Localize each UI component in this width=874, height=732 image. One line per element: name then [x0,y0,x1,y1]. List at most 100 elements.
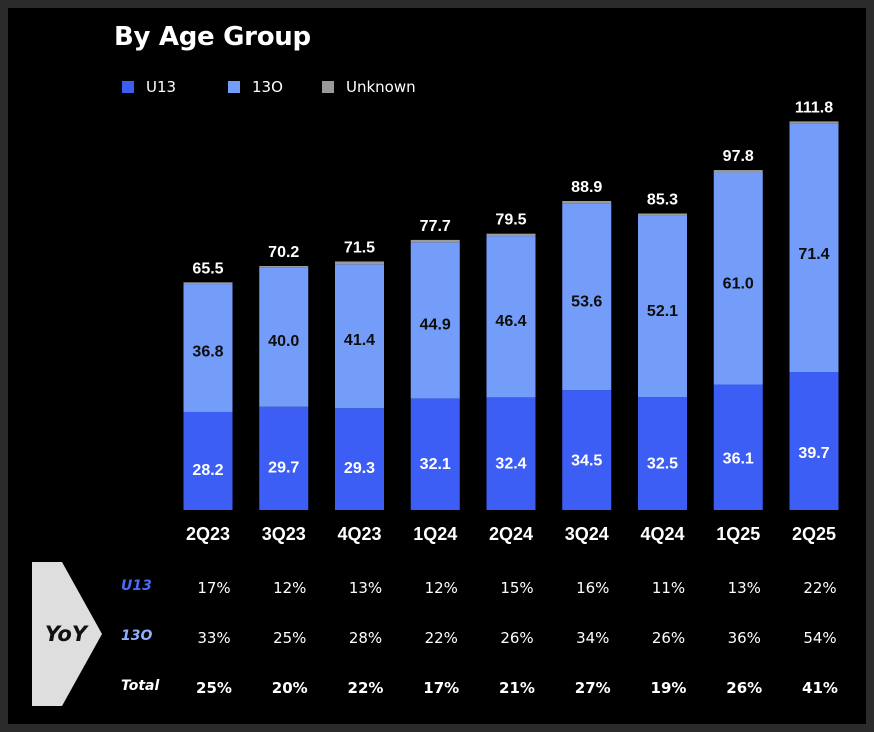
yoy-cell-u13-4Q24: 11% [651,579,686,597]
yoy-cell-13o-2Q25: 54% [803,629,837,647]
yoy-cell-13o-3Q24: 34% [576,629,610,647]
value-label-u13-3Q23: 29.7 [268,460,299,477]
legend-swatch-13o [228,81,240,93]
total-label-1Q25: 97.8 [723,148,754,165]
value-label-u13-1Q25: 36.1 [723,450,754,467]
bar-unknown-3Q23 [259,265,309,268]
legend-item-13o: 13O [228,78,283,96]
value-label-13o-2Q24: 46.4 [495,313,526,330]
bar-13o-4Q24 [638,215,687,398]
x-tick-label-2Q23: 2Q23 [186,524,230,544]
yoy-cell-total-4Q23: 22% [347,679,384,697]
value-label-u13-4Q23: 29.3 [344,460,375,477]
yoy-row-label-u13: U13 [121,578,152,594]
bar-unknown-1Q25 [713,170,763,173]
bar-u13-2Q25 [789,372,839,510]
total-label-3Q24: 88.9 [571,179,602,196]
yoy-cell-total-3Q24: 27% [574,679,611,697]
bar-13o-2Q23 [183,284,233,412]
x-tick-label-2Q24: 2Q24 [489,524,533,544]
total-label-4Q24: 85.3 [647,191,678,208]
value-label-u13-2Q25: 39.7 [798,445,829,462]
yoy-cell-total-2Q25: 41% [802,679,838,697]
bar-u13-1Q24 [410,398,460,510]
yoy-cell-u13-2Q23: 17% [197,579,231,597]
yoy-label: YoY [44,622,88,646]
yoy-cell-u13-4Q23: 13% [348,579,383,597]
yoy-row-label-13o: 13O [121,628,153,644]
bar-13o-2Q24 [486,236,536,398]
bar-unknown-4Q24 [638,213,687,216]
value-label-u13-3Q24: 34.5 [571,453,602,470]
yoy-cell-13o-4Q23: 28% [348,629,383,647]
yoy-cell-13o-3Q23: 25% [273,629,307,647]
value-label-u13-2Q24: 32.4 [495,456,526,473]
yoy-cell-u13-2Q24: 15% [500,579,534,597]
total-label-1Q24: 77.7 [420,218,451,235]
x-tick-label-1Q24: 1Q24 [413,524,457,544]
bar-u13-1Q25 [713,384,763,510]
x-tick-label-4Q24: 4Q24 [640,524,684,544]
bar-unknown-2Q23 [183,282,233,285]
value-label-13o-1Q25: 61.0 [723,276,754,293]
total-label-2Q24: 79.5 [495,212,526,229]
value-label-u13-4Q24: 32.5 [647,456,678,473]
yoy-cell-total-4Q24: 19% [650,679,687,697]
yoy-cell-13o-4Q24: 26% [651,629,686,647]
yoy-cell-13o-2Q24: 26% [500,629,534,647]
value-label-13o-3Q23: 40.0 [268,333,299,350]
total-label-2Q23: 65.5 [192,260,223,277]
legend-label-unknown: Unknown [346,78,416,96]
bar-13o-3Q23 [259,267,309,407]
value-label-13o-3Q24: 53.6 [571,294,602,311]
x-tick-label-3Q23: 3Q23 [262,524,306,544]
yoy-arrow-shape [32,562,102,706]
yoy-cell-u13-1Q24: 12% [424,579,458,597]
x-tick-label-1Q25: 1Q25 [716,524,760,544]
total-label-4Q23: 71.5 [344,239,375,256]
yoy-cell-u13-2Q25: 22% [803,579,837,597]
bar-u13-2Q24 [486,397,536,510]
yoy-arrow-polygon [32,562,102,706]
bar-unknown-2Q24 [486,233,536,237]
value-label-u13-1Q24: 32.1 [420,456,451,473]
bar-13o-1Q24 [410,242,460,399]
legend-label-u13: U13 [146,78,177,96]
yoy-cell-13o-1Q25: 36% [727,629,761,647]
yoy-cell-total-2Q24: 21% [499,679,535,697]
legend-swatch-unknown [322,81,334,93]
yoy-cell-total-1Q25: 26% [726,679,763,697]
chart-title: By Age Group [114,22,311,52]
yoy-cell-u13-3Q23: 12% [273,579,307,597]
yoy-cell-13o-1Q24: 22% [424,629,458,647]
total-label-2Q25: 111.8 [795,99,833,116]
yoy-row-label-total: Total [121,678,160,694]
x-tick-label-4Q23: 4Q23 [337,524,381,544]
bar-u13-3Q24 [562,390,612,510]
bar-u13-4Q24 [638,397,687,510]
bar-unknown-3Q24 [562,200,612,204]
value-label-13o-4Q23: 41.4 [344,332,375,349]
yoy-cell-u13-1Q25: 13% [727,579,761,597]
legend-swatch-u13 [122,81,134,93]
value-label-13o-4Q24: 52.1 [647,303,678,320]
legend-item-u13: U13 [122,78,176,96]
bar-13o-4Q23 [335,264,384,409]
x-tick-label-2Q25: 2Q25 [792,524,836,544]
yoy-cell-total-1Q24: 17% [423,679,460,697]
bar-unknown-4Q23 [335,261,384,265]
value-label-u13-2Q23: 28.2 [192,462,223,479]
legend-label-13o: 13O [252,78,283,96]
yoy-cell-13o-2Q23: 33% [197,629,231,647]
bar-unknown-1Q24 [410,239,460,243]
yoy-cell-total-2Q23: 25% [196,679,232,697]
value-label-13o-1Q24: 44.9 [420,317,451,334]
bar-13o-3Q24 [562,203,612,391]
bar-13o-2Q25 [789,123,839,373]
legend-item-unknown: Unknown [322,78,416,96]
bar-u13-2Q23 [183,411,233,510]
stacked-bar-chart: 28.2 36.8 65.5 2Q23 29.7 40.0 70.2 3Q23 29.3 41.4… [183,99,839,544]
total-label-3Q23: 70.2 [268,244,299,261]
bar-unknown-2Q25 [789,121,839,124]
bar-u13-4Q23 [335,408,384,510]
